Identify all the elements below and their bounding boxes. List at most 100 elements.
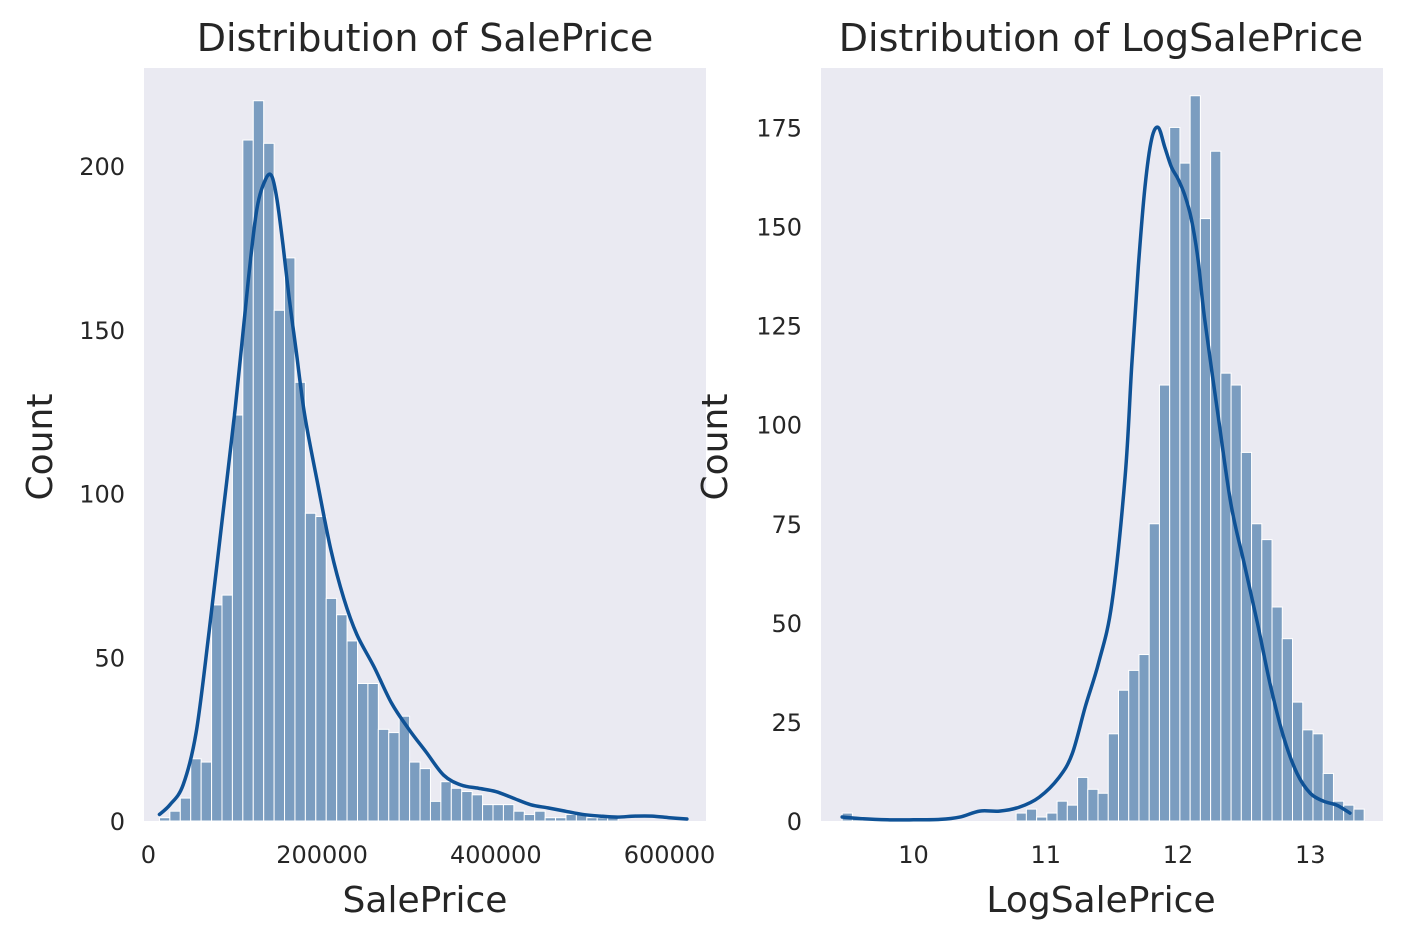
histogram-bar: [513, 810, 525, 822]
histogram-bar: [315, 516, 327, 822]
histogram-bar: [221, 594, 233, 822]
histogram-bar: [294, 381, 306, 822]
x-tick-label: 200000: [276, 841, 368, 869]
histogram-bar: [1138, 654, 1150, 822]
subplot-logsaleprice: 0 25 50 75 100 125 150 175 10 11 12 13 Distributio…: [695, 16, 1383, 921]
histogram-bar: [1353, 808, 1365, 822]
histogram-bar: [231, 414, 244, 822]
histogram-bar: [1189, 95, 1201, 822]
y-axis-label-logsaleprice: Count: [695, 394, 736, 501]
histogram-bar: [1292, 701, 1304, 822]
subplot-saleprice: 0 50 100 150 200 0 200000 400000 600000 Distrib…: [20, 16, 715, 921]
y-tick-label: 125: [756, 313, 802, 341]
y-tick-label: 25: [771, 709, 802, 737]
histogram-bar: [1158, 384, 1171, 822]
histogram-bar: [1087, 788, 1099, 822]
histogram-bar: [1148, 523, 1160, 822]
kde-line-saleprice: [157, 172, 689, 821]
histogram-bar: [1046, 812, 1058, 822]
x-axis-label-saleprice: SalePrice: [343, 880, 508, 921]
x-tick-label: 10: [898, 841, 929, 869]
histogram-bar: [367, 683, 379, 822]
y-tick-label: 0: [787, 808, 802, 836]
histogram-bar: [200, 761, 213, 822]
histogram-bar: [346, 640, 358, 822]
histogram-bar: [1322, 772, 1334, 822]
y-tick-label: 50: [94, 644, 125, 672]
histogram-bar: [409, 761, 421, 822]
x-ticks-logsaleprice: 10 11 12 13: [898, 841, 1325, 869]
histogram-bar: [555, 817, 567, 822]
histogram-bar: [1251, 523, 1263, 822]
histogram-bar: [450, 787, 463, 822]
y-tick-label: 175: [756, 114, 802, 142]
histogram-bar: [502, 804, 515, 822]
bars-saleprice: [158, 100, 619, 822]
y-ticks-logsaleprice: 0 25 50 75 100 125 150 175: [756, 114, 802, 836]
y-tick-label: 100: [79, 481, 125, 509]
histogram-bar: [1107, 733, 1120, 822]
histogram-bar: [1025, 808, 1038, 822]
y-ticks-saleprice: 0 50 100 150 200: [79, 153, 125, 836]
bars-logsaleprice: [841, 95, 1365, 822]
histogram-bar: [461, 791, 473, 822]
x-tick-label: 12: [1163, 841, 1194, 869]
chart-title-saleprice: Distribution of SalePrice: [197, 16, 654, 60]
histogram-bar: [1118, 689, 1130, 822]
histogram-bar: [273, 309, 286, 822]
histogram-bar: [1281, 638, 1294, 822]
histogram-bar: [523, 813, 536, 822]
y-tick-label: 50: [771, 610, 802, 638]
y-tick-label: 150: [79, 317, 125, 345]
histogram-bar: [263, 142, 275, 822]
histogram-bar: [1015, 812, 1027, 822]
x-tick-label: 400000: [450, 841, 542, 869]
histogram-bar: [1302, 729, 1314, 822]
x-tick-label: 0: [141, 841, 156, 869]
histogram-bar: [534, 810, 546, 822]
histogram-bar: [1097, 792, 1109, 822]
chart-title-logsaleprice: Distribution of LogSalePrice: [839, 16, 1363, 60]
histogram-bar: [398, 715, 411, 822]
x-tick-label: 600000: [624, 841, 716, 869]
histogram-bar: [1312, 733, 1324, 822]
histogram-bar: [325, 597, 338, 822]
histogram-bar: [1066, 804, 1079, 822]
y-axis-label-saleprice: Count: [20, 394, 61, 501]
y-tick-label: 100: [756, 412, 802, 440]
kde-line-logsaleprice: [840, 125, 1352, 822]
histogram-bar: [544, 817, 557, 822]
x-tick-label: 13: [1295, 841, 1326, 869]
histogram-bar: [482, 804, 494, 822]
x-tick-label: 11: [1031, 841, 1062, 869]
histogram-bar: [357, 683, 369, 822]
histogram-bar: [179, 797, 192, 822]
histogram-bar: [190, 758, 202, 822]
y-tick-label: 75: [771, 511, 802, 539]
histogram-bar: [1230, 384, 1242, 822]
histogram-bar: [1169, 126, 1181, 822]
histogram-bar: [565, 813, 577, 822]
histogram-bar: [471, 794, 484, 822]
histogram-bar: [1210, 150, 1222, 822]
histogram-bar: [211, 604, 223, 822]
histogram-bar: [1036, 816, 1048, 822]
y-tick-label: 150: [756, 214, 802, 242]
histogram-bar: [419, 768, 431, 822]
histogram-bar: [1077, 776, 1089, 822]
y-tick-label: 200: [79, 153, 125, 181]
y-tick-label: 0: [110, 808, 125, 836]
histogram-bar: [158, 817, 171, 822]
histogram-bar: [388, 732, 400, 822]
histogram-bar: [169, 810, 181, 822]
histogram-bar: [377, 728, 390, 822]
histogram-bar: [586, 817, 598, 822]
x-ticks-saleprice: 0 200000 400000 600000: [141, 841, 716, 869]
histogram-bar: [1056, 800, 1068, 822]
histogram-bar: [304, 512, 317, 822]
x-axis-label-logsaleprice: LogSalePrice: [986, 880, 1215, 921]
histogram-bar: [429, 800, 442, 822]
histogram-bar: [336, 614, 348, 822]
histogram-bar: [1240, 451, 1253, 822]
